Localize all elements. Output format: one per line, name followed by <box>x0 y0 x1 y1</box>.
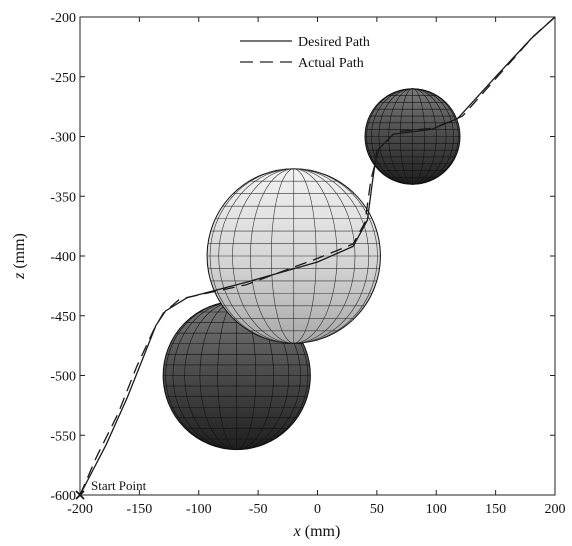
obstacle-spheres <box>162 88 461 451</box>
sphere-longitude <box>165 301 237 450</box>
sphere-longitude <box>250 168 294 344</box>
path-series <box>79 16 556 496</box>
y-tick-label: -400 <box>50 250 76 265</box>
series-line-actual <box>79 16 556 496</box>
y-tick-label: -600 <box>50 489 76 504</box>
sphere-longitude <box>293 168 370 344</box>
obstacle-sphere-2 <box>206 168 381 344</box>
legend: Desired Path Actual Path <box>240 35 370 71</box>
sphere-longitude <box>218 168 294 344</box>
sphere-longitude <box>293 168 317 344</box>
x-axis-var: x <box>293 523 301 540</box>
x-tick-label: -100 <box>186 502 212 517</box>
sphere-longitude <box>388 88 413 185</box>
sphere-longitude <box>184 301 237 450</box>
sphere-longitude <box>271 168 294 344</box>
legend-label-actual: Actual Path <box>298 56 364 71</box>
y-tick-label: -300 <box>50 131 76 146</box>
y-tick-label: -500 <box>50 370 76 385</box>
sphere-longitude <box>293 168 356 344</box>
sphere-longitude <box>293 168 378 344</box>
sphere-longitude <box>293 168 338 344</box>
y-axis-label: z (mm) <box>11 233 28 280</box>
sphere-longitude <box>172 301 237 450</box>
sphere-longitude <box>399 88 413 185</box>
sphere-longitude <box>412 88 447 185</box>
x-tick-label: -150 <box>127 502 153 517</box>
legend-label-desired: Desired Path <box>298 35 370 50</box>
sphere-longitude <box>412 88 459 185</box>
sphere-longitude <box>371 88 413 185</box>
obstacle-sphere-3 <box>364 88 461 185</box>
sphere-longitude <box>366 88 413 185</box>
x-axis-unit: (mm) <box>301 523 341 540</box>
sphere-longitude <box>199 301 237 450</box>
x-tick-label: 50 <box>370 502 384 517</box>
x-axis-label: x (mm) <box>293 523 341 540</box>
x-tick-label: -50 <box>249 502 268 517</box>
sphere-longitude <box>232 168 294 344</box>
sphere-longitude <box>412 88 437 185</box>
x-tick-label: 200 <box>545 502 566 517</box>
y-tick-label: -550 <box>50 429 76 444</box>
y-tick-label: -250 <box>50 71 76 86</box>
y-tick-label: -200 <box>50 11 76 26</box>
x-tick-label: 0 <box>314 502 321 517</box>
y-axis-unit: (mm) <box>11 233 28 273</box>
sphere-longitude <box>209 168 294 344</box>
sphere-longitude <box>378 88 413 185</box>
start-point-label: Start Point <box>91 478 147 493</box>
y-axis-var: z <box>11 272 28 280</box>
y-tick-label: -350 <box>50 190 76 205</box>
x-tick-label: 100 <box>426 502 447 517</box>
sphere-longitude <box>412 88 426 185</box>
sphere-longitude <box>412 88 454 185</box>
axes: -200 -150 -100 -50 0 50 100 150 200-200-250-300-… <box>50 11 565 517</box>
x-tick-label: -200 <box>67 502 93 517</box>
x-tick-label: 150 <box>485 502 506 517</box>
y-tick-label: -450 <box>50 310 76 325</box>
